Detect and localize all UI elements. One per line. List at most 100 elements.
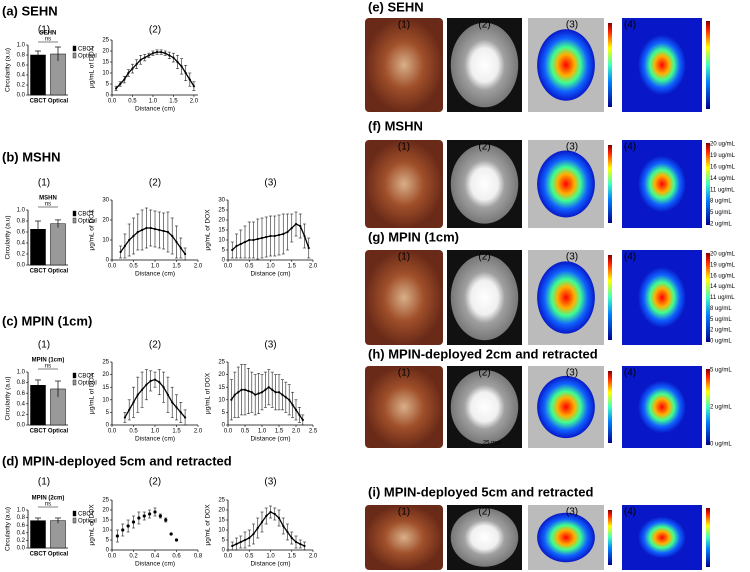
ct-region (450, 370, 519, 444)
panel-label: (1) (38, 178, 50, 189)
data-point (126, 524, 130, 528)
y-axis-label: μg/mL of DOX (205, 209, 212, 251)
x-axis-label: Distance (cm) (135, 106, 175, 113)
bar (30, 385, 46, 426)
image-label: (4) (624, 20, 636, 31)
y-tick-label: 1.0 (17, 43, 26, 49)
x-axis-label: Distance (cm) (135, 561, 175, 568)
y-tick-label: 30 (102, 198, 109, 204)
image-label: (3) (566, 507, 578, 518)
panel-label: (3) (264, 178, 276, 189)
image-label: (4) (624, 252, 636, 263)
legend-swatch (72, 379, 77, 386)
x-tick-label: 1.0 (266, 264, 275, 270)
colorbar-label: 5 ug/mL (710, 368, 732, 374)
legend-swatch (72, 510, 77, 517)
colorbar-label: 11 ug/mL (710, 187, 735, 193)
y-tick-label: 0.0 (17, 423, 26, 429)
panel-heading: (f) MSHN (368, 118, 423, 133)
legend-label: CBCT (78, 512, 95, 518)
panel-heading: (d) MPIN-deployed 5cm and retracted (2, 453, 232, 468)
y-tick-label: 0.6 (17, 523, 26, 529)
y-tick-label: 15 (102, 518, 109, 524)
y-axis-label: μg/mL of DOX (205, 504, 212, 546)
colorbar (706, 253, 710, 342)
y-tick-label: 20 (218, 508, 225, 514)
image-label: (1) (398, 368, 410, 379)
y-tick-label: 15 (102, 60, 109, 66)
data-point (153, 510, 157, 514)
legend-swatch (72, 372, 77, 379)
colorbar-label: 16 ug/mL (710, 273, 736, 279)
y-tick-label: 25 (102, 38, 109, 44)
panel-label: (3) (264, 340, 276, 351)
x-tick-label: 1.5 (172, 429, 181, 435)
overlay-heat (537, 375, 595, 439)
y-tick-label: 15 (218, 385, 225, 391)
y-axis-label: Circularity (a.u) (5, 215, 12, 259)
x-tick-label: Optical (48, 552, 69, 558)
x-tick-label: 0.0 (224, 554, 233, 560)
tissue-photo (365, 505, 443, 570)
x-tick-label: 1.0 (258, 429, 267, 435)
image-label: (1) (398, 142, 410, 153)
image-label: (4) (624, 507, 636, 518)
y-tick-label: 15 (102, 385, 109, 391)
y-tick-label: 0 (106, 258, 110, 264)
image-label: (2) (478, 142, 490, 153)
overlay-heat (537, 261, 595, 334)
colorbar-label: 19 ug/mL (710, 262, 736, 268)
x-tick-label: 2.5 (309, 429, 318, 435)
x-tick-label: 2.0 (292, 429, 301, 435)
x-tick-label: 0.2 (129, 554, 138, 560)
y-tick-label: 0.0 (17, 263, 26, 269)
y-axis-label: μg/mL of DOX (205, 372, 212, 414)
heatmap (638, 267, 686, 328)
y-tick-label: 0.4 (17, 530, 26, 536)
overlay-heat (537, 150, 595, 218)
scale-label: 25 mm (483, 441, 501, 447)
x-tick-label: 1.0 (151, 264, 160, 270)
image-label: (3) (566, 20, 578, 31)
x-tick-label: 0.5 (129, 264, 138, 270)
y-tick-label: 0 (106, 423, 110, 429)
data-point (164, 518, 168, 522)
data-point (174, 538, 179, 542)
image-label: (1) (398, 252, 410, 263)
y-tick-label: 0.8 (17, 515, 26, 521)
y-axis-label: μg/mL of DOX (89, 372, 96, 414)
y-tick-label: 0.6 (17, 230, 26, 236)
legend-swatch (72, 517, 77, 524)
chart-title: MPIN (1cm) (32, 358, 65, 364)
colorbar-label: 2 ug/mL (710, 328, 732, 334)
x-tick-label: 2.0 (190, 99, 199, 105)
panel-label: (2) (149, 340, 161, 351)
bar (30, 54, 46, 96)
x-tick-label: 1.0 (151, 429, 160, 435)
colorbar-label: 5 ug/mL (710, 210, 732, 216)
x-axis-label: Distance (cm) (250, 436, 290, 443)
x-tick-label: 0.0 (108, 554, 117, 560)
x-tick-label: 0.5 (128, 99, 137, 105)
y-tick-label: 5 (106, 82, 110, 88)
x-axis-label: Distance (cm) (135, 271, 175, 278)
panel-heading: (b) MSHN (2, 149, 61, 164)
significance-label: ns (45, 502, 51, 508)
heatmap (638, 155, 686, 213)
data-point (131, 520, 136, 524)
chart-title: MPIN (2cm) (32, 496, 65, 502)
y-tick-label: 0.4 (17, 401, 26, 407)
panel-label: (1) (38, 25, 50, 36)
legend-swatch (72, 52, 77, 59)
ct-region (450, 144, 519, 224)
y-axis-label: μg/mL of DOX (89, 46, 96, 88)
y-tick-label: 0.6 (17, 63, 26, 69)
x-tick-label: 0.5 (245, 554, 254, 560)
data-line (120, 227, 186, 255)
x-tick-label: 2.0 (194, 264, 203, 270)
significance-label: ns (45, 364, 51, 370)
legend-label: Optical (78, 519, 97, 525)
tissue-photo (365, 18, 443, 112)
data-line (231, 511, 305, 547)
